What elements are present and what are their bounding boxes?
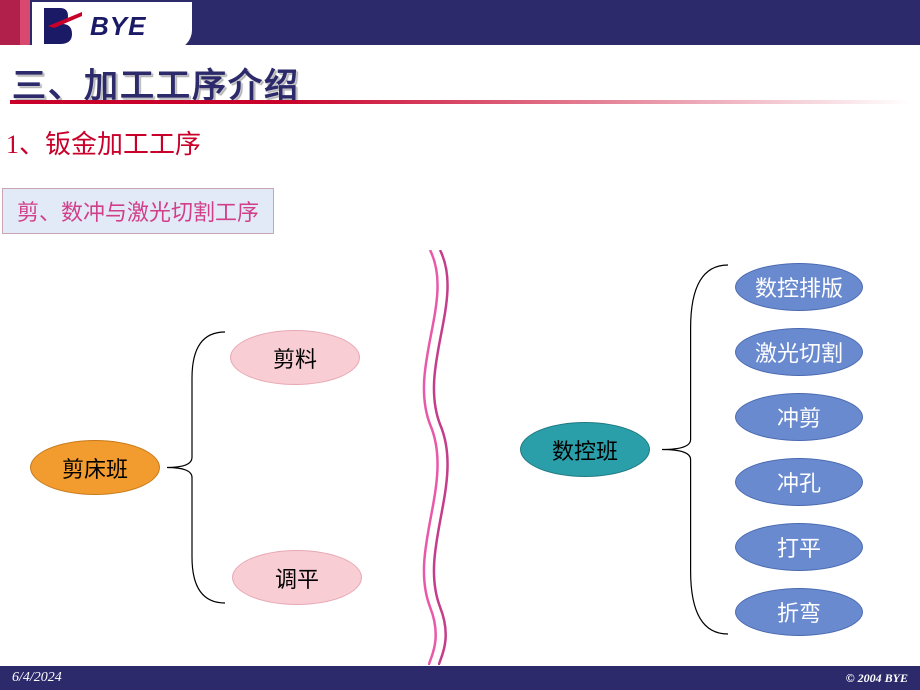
footer-copyright: © 2004 BYE xyxy=(846,671,908,686)
footer-date: 6/4/2024 xyxy=(12,670,62,686)
logo-text: BYE xyxy=(90,11,146,42)
brace-right xyxy=(660,263,728,636)
footer: 6/4/2024 © 2004 BYE xyxy=(0,666,920,690)
node-right-root: 数控班 xyxy=(520,422,650,477)
node-right-child-1: 激光切割 xyxy=(735,328,863,376)
node-right-child-2: 冲剪 xyxy=(735,393,863,441)
node-right-child-5: 折弯 xyxy=(735,588,863,636)
topbar-accent-1 xyxy=(0,0,20,45)
brace-left xyxy=(165,330,225,605)
node-left-root: 剪床班 xyxy=(30,440,160,495)
node-right-child-0: 数控排版 xyxy=(735,263,863,311)
node-right-child-4: 打平 xyxy=(735,523,863,571)
logo: BYE xyxy=(32,2,192,50)
subtitle-2-box: 剪、数冲与激光切割工序 xyxy=(2,188,274,234)
node-right-child-3: 冲孔 xyxy=(735,458,863,506)
subtitle-1: 1、钣金加工工序 xyxy=(2,120,213,165)
topbar-accent-2 xyxy=(20,0,30,45)
divider-wave xyxy=(400,250,480,665)
node-left-child-1: 调平 xyxy=(232,550,362,605)
title-underline xyxy=(10,100,910,104)
subtitle-2-text: 剪、数冲与激光切割工序 xyxy=(17,200,259,225)
node-left-child-0: 剪料 xyxy=(230,330,360,385)
logo-icon xyxy=(42,6,86,46)
